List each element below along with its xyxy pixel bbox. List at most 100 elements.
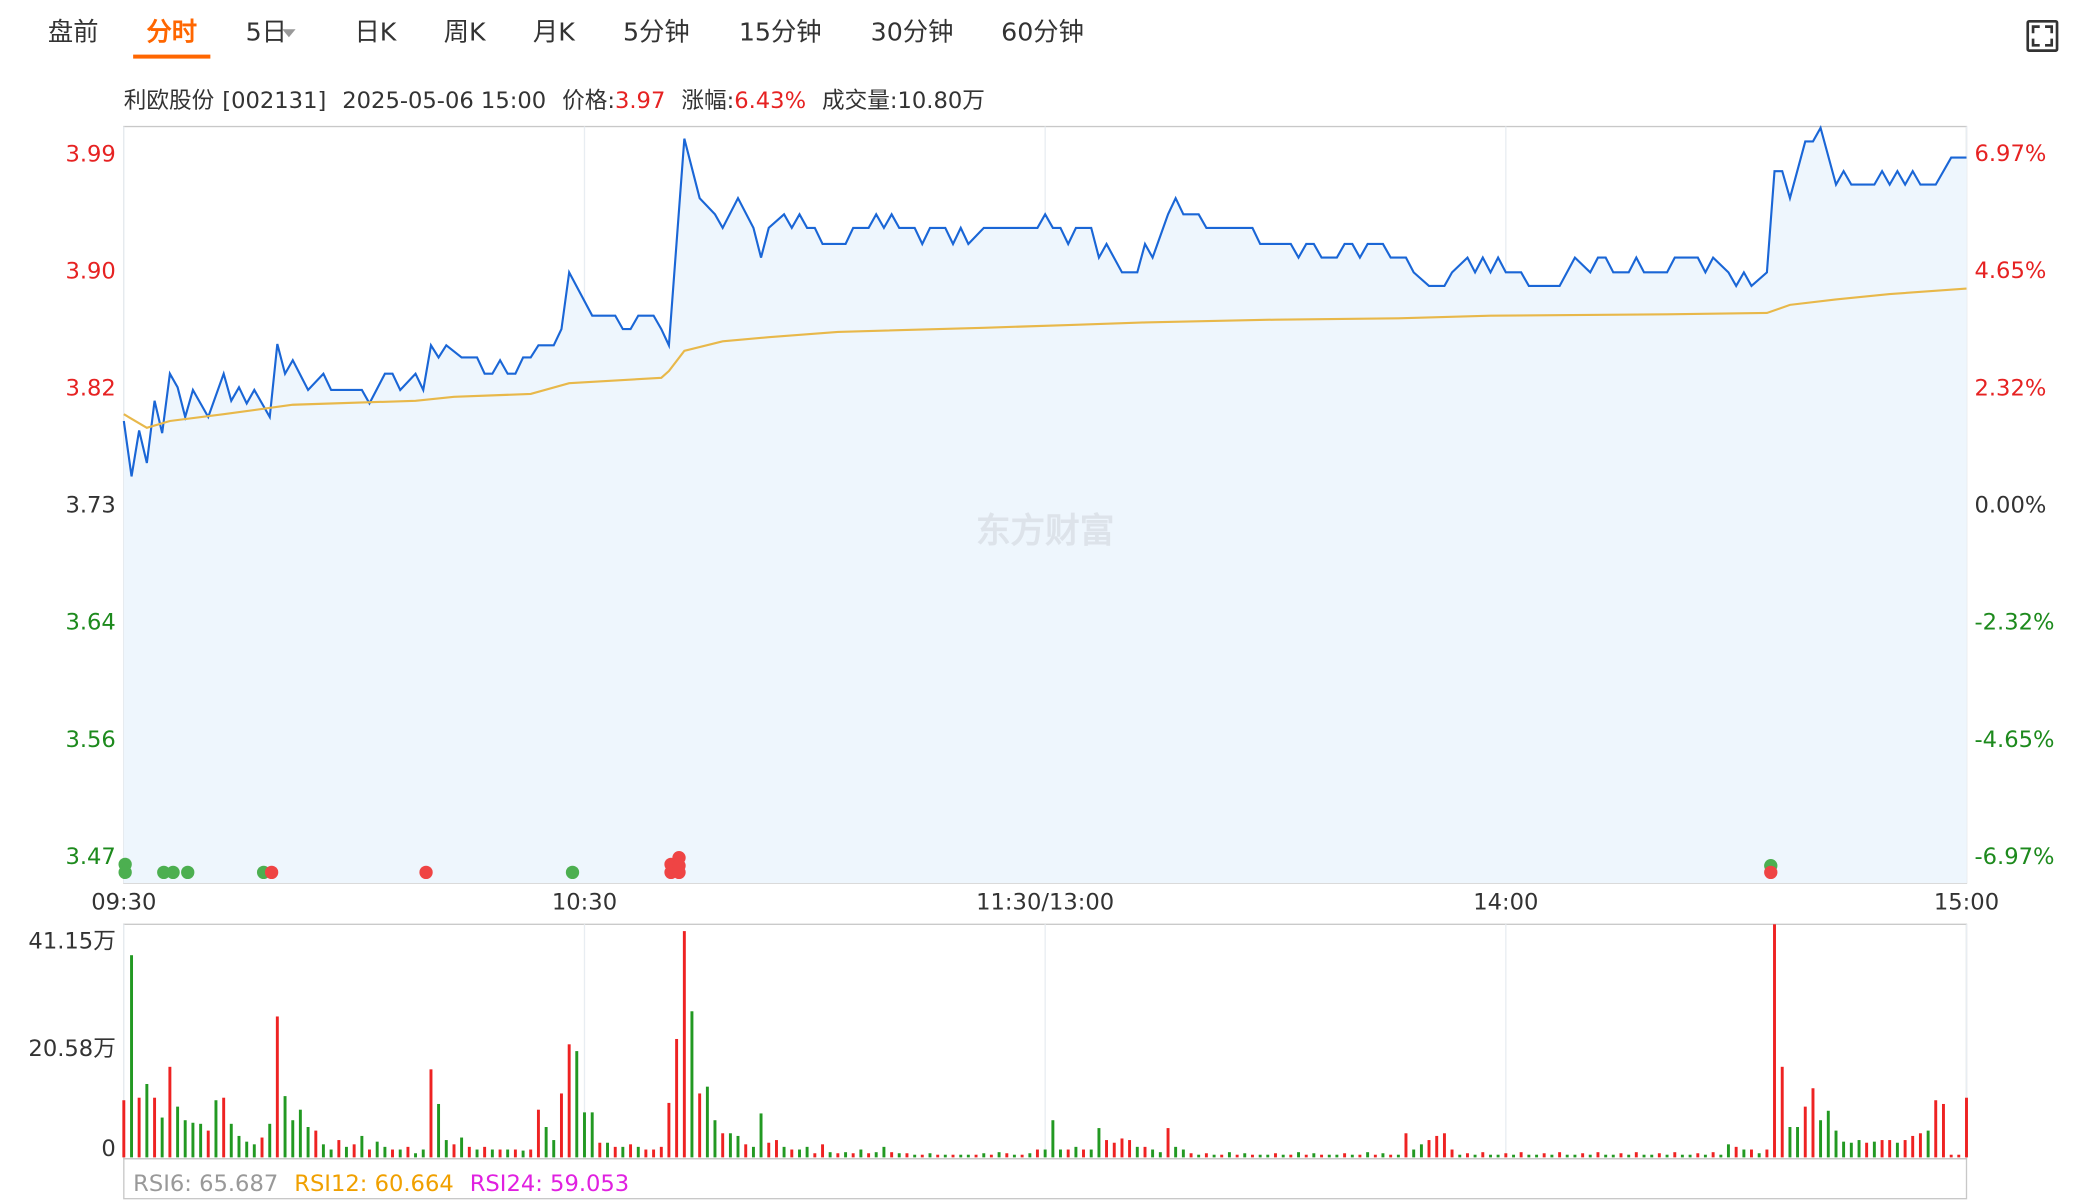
y-tick-label: 41.15万	[28, 928, 115, 954]
volume-bar	[1673, 1152, 1677, 1158]
volume-bar	[229, 1123, 233, 1158]
volume-bar	[844, 1152, 848, 1158]
volume-bar	[1650, 1154, 1654, 1158]
volume-bar	[176, 1106, 180, 1158]
volume-bar	[1473, 1154, 1477, 1158]
volume-bar	[897, 1153, 901, 1158]
tab[interactable]: 60分钟	[1001, 17, 1084, 46]
volume-bar	[160, 1117, 164, 1158]
volume-bar	[544, 1127, 548, 1158]
volume-bar	[1297, 1152, 1300, 1158]
signal-dot	[565, 865, 580, 880]
volume-bar	[1204, 1153, 1208, 1158]
tab[interactable]: 月K	[533, 17, 576, 46]
tab[interactable]: 分时	[146, 17, 197, 46]
volume-bar	[997, 1152, 1001, 1158]
volume-bar	[1941, 1103, 1945, 1158]
y2-tick-label: 0.00%	[1974, 493, 2046, 519]
volume-bar	[1611, 1154, 1615, 1158]
tab[interactable]: 周K	[444, 17, 487, 46]
volume-bar	[859, 1149, 863, 1158]
volume-bar	[421, 1149, 425, 1158]
y2-tick-label: 4.65%	[1974, 258, 2046, 284]
volume-bar	[943, 1154, 947, 1158]
volume-bar	[959, 1154, 963, 1158]
volume-bar	[130, 955, 134, 1158]
y-tick-label: 3.82	[65, 376, 115, 402]
tab[interactable]: 5日	[246, 17, 287, 46]
volume-bar	[1427, 1140, 1431, 1158]
volume-bar	[667, 1102, 671, 1158]
tab[interactable]: 30分钟	[871, 17, 954, 46]
volume-bar	[1174, 1146, 1178, 1158]
volume-bar	[222, 1097, 226, 1158]
volume-bar	[1757, 1153, 1761, 1158]
volume-bar	[713, 1120, 717, 1158]
volume-bar	[751, 1146, 755, 1158]
volume-bar	[268, 1123, 272, 1158]
volume-bar	[1550, 1154, 1554, 1158]
volume-bar	[682, 931, 686, 1158]
volume-bar	[1711, 1152, 1715, 1158]
volume-bar	[1588, 1154, 1592, 1158]
price-area	[123, 127, 1967, 884]
volume-bar	[1665, 1154, 1669, 1158]
volume-bar	[590, 1112, 594, 1158]
volume-bar	[989, 1154, 993, 1158]
volume-bar	[1419, 1144, 1423, 1158]
y-tick-label: 0	[101, 1136, 115, 1162]
volume-bar	[314, 1130, 318, 1158]
volume-bar	[1281, 1154, 1285, 1158]
volume-bar	[1742, 1149, 1746, 1158]
volume-bar	[1035, 1149, 1039, 1158]
tab-bar: 盘前 分时 5日 日K 周K 月K 5分钟 15分钟 30分钟 60分钟	[48, 17, 1084, 59]
volume-bar	[1189, 1153, 1193, 1158]
volume-bar	[1089, 1149, 1093, 1158]
change: 6.43%	[734, 88, 806, 114]
volume-bar	[1512, 1154, 1516, 1158]
volume-bar	[1565, 1154, 1569, 1158]
volume-bar	[920, 1154, 924, 1158]
watermark: 东方财富	[976, 512, 1114, 552]
volume-bar	[882, 1146, 886, 1158]
volume-bar	[721, 1133, 725, 1158]
y2-tick-label: -4.65%	[1974, 727, 2054, 753]
volume-bar	[1489, 1154, 1492, 1158]
volume-bar	[1504, 1153, 1508, 1158]
volume-bar	[1527, 1154, 1531, 1158]
volume-bar	[360, 1135, 364, 1158]
volume-bar	[1051, 1120, 1055, 1158]
volume-bar	[1834, 1130, 1838, 1158]
tab[interactable]: 5分钟	[623, 17, 690, 46]
volume-bar	[291, 1120, 295, 1158]
volume-chart: 41.15万 20.58万 0	[28, 923, 1968, 1162]
volume-bar	[1696, 1153, 1700, 1158]
volume-bar	[1274, 1153, 1277, 1158]
volume-bar	[1220, 1154, 1224, 1158]
volume-bar	[1151, 1149, 1155, 1158]
indicator: RSI24: 59.053	[470, 1171, 630, 1197]
volume-bar	[598, 1142, 602, 1158]
volume-bar	[260, 1137, 264, 1158]
volume-bar	[606, 1142, 609, 1158]
tab[interactable]: 15分钟	[739, 17, 822, 46]
volume-bar	[1450, 1149, 1454, 1158]
tab[interactable]: 盘前	[48, 17, 99, 46]
volume-bar	[951, 1154, 955, 1158]
volume-bar	[529, 1149, 533, 1158]
volume-bar	[1573, 1154, 1577, 1158]
volume-bar	[191, 1122, 195, 1158]
dropdown-arrow[interactable]	[282, 29, 296, 38]
x-tick-label: 11:30/13:00	[976, 889, 1114, 915]
tab[interactable]: 日K	[355, 17, 398, 46]
volume-bar	[1266, 1154, 1270, 1158]
volume-bar	[1934, 1100, 1938, 1158]
volume-bar	[1028, 1153, 1032, 1158]
volume-bar	[1765, 1149, 1769, 1158]
fullscreen-icon[interactable]	[2026, 19, 2059, 52]
volume-bar	[705, 1086, 709, 1158]
volume-bar	[621, 1146, 625, 1158]
volume-bar	[414, 1153, 417, 1158]
volume-bar	[153, 1097, 157, 1158]
